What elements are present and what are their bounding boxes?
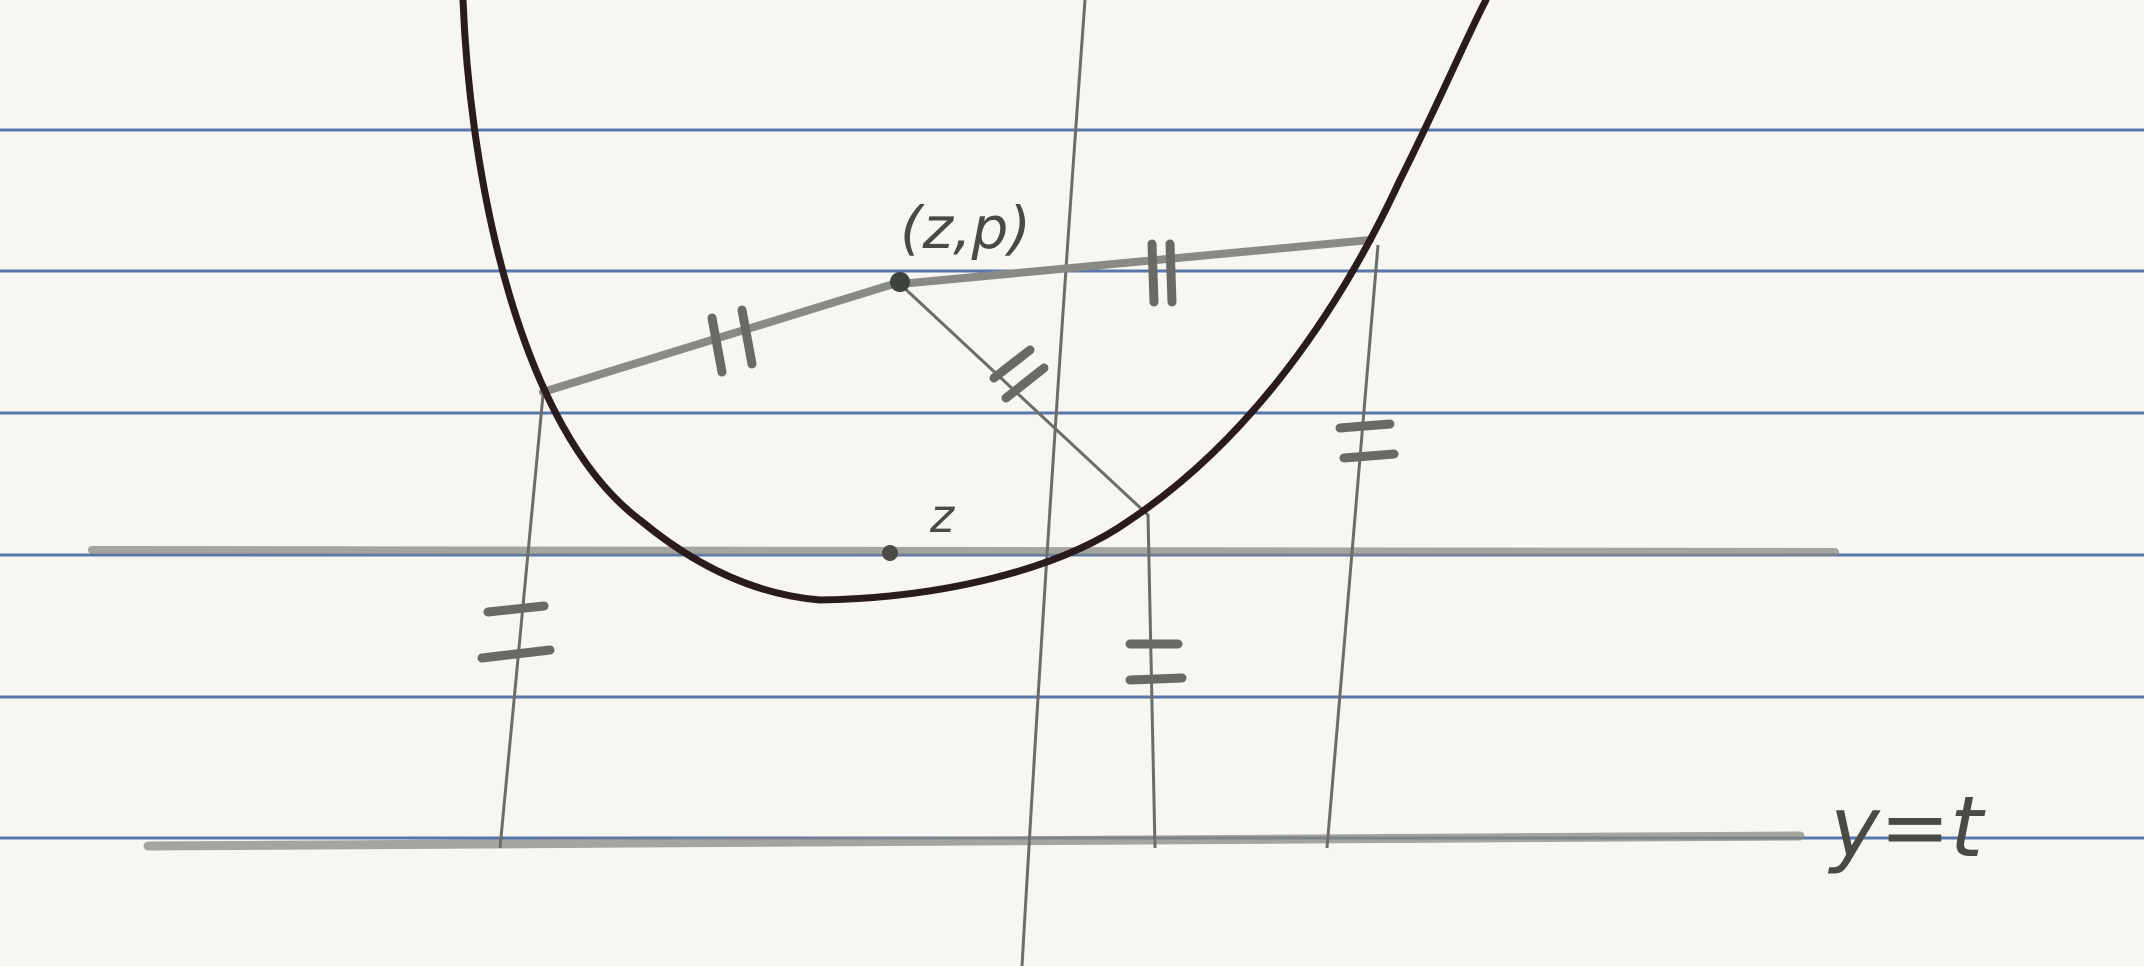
tick-mark-middle-segment <box>989 345 1035 383</box>
tick-mark-left-drop <box>477 645 555 663</box>
pencil-lines <box>88 546 1839 851</box>
vertex-level-line <box>88 546 1839 556</box>
parabola-curve <box>459 0 1490 604</box>
drop-line-left <box>498 394 545 849</box>
tick-mark-left-segment <box>737 305 757 369</box>
segment-focus-middle <box>898 282 1150 517</box>
drop-lines <box>498 244 1380 849</box>
tick-mark-left-segment <box>707 313 727 377</box>
vertex-point <box>882 545 898 561</box>
vertex-label: z <box>929 489 955 543</box>
tick-mark-right-drop <box>1335 419 1395 433</box>
tick-mark-middle-drop <box>1125 673 1187 685</box>
directrix-line <box>143 831 1805 851</box>
segment-focus-right <box>896 236 1374 288</box>
tick-mark-left-drop <box>483 601 549 617</box>
segment-focus-left <box>539 278 904 396</box>
tick-mark-right-segment <box>1147 239 1159 307</box>
focus-label: (z,p) <box>900 194 1031 262</box>
tick-mark-middle-segment <box>1001 363 1049 403</box>
tick-mark-right-segment <box>1165 239 1177 307</box>
directrix-label: y=t <box>1827 778 1986 876</box>
focus-point <box>890 272 910 292</box>
ruled-lines <box>0 128 2144 840</box>
tick-mark-right-drop <box>1339 449 1399 463</box>
focus-segments <box>539 236 1374 517</box>
tick-marks <box>477 239 1399 685</box>
vertical-axis <box>1020 0 1087 966</box>
drop-line-right <box>1325 244 1380 849</box>
